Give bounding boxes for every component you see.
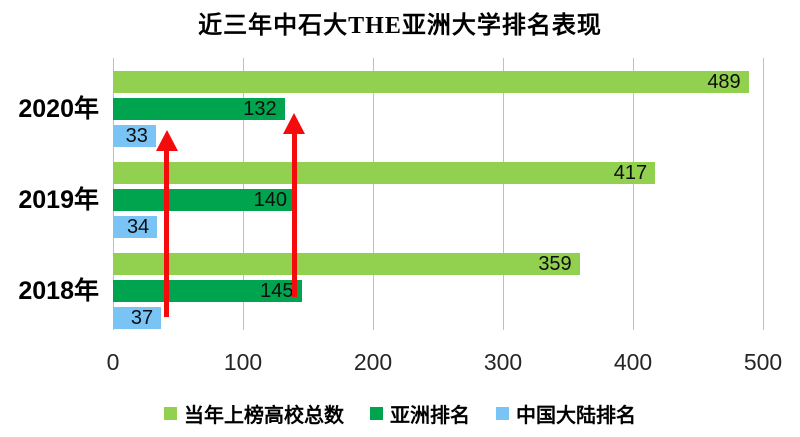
bar-series1-2018年: 145 — [113, 280, 302, 302]
bar-value-label: 359 — [538, 253, 572, 275]
plot-area: 489 132 33 417 140 34 359 145 37 — [113, 58, 764, 330]
legend-label: 亚洲排名 — [390, 404, 470, 427]
bar-value-label: 37 — [130, 307, 154, 329]
legend-label: 中国大陆排名 — [516, 404, 636, 427]
category-label-2020年: 2020年 — [18, 95, 99, 123]
gridline — [373, 58, 374, 330]
bar-series2-2019年: 34 — [113, 216, 158, 238]
bar-series2-2018年: 37 — [113, 307, 162, 329]
bar-series1-2019年: 140 — [113, 189, 295, 211]
legend-swatch-icon — [496, 406, 509, 420]
bar-value-label: 34 — [126, 216, 150, 238]
bar-series0-2019年: 417 — [113, 162, 656, 184]
bar-series2-2020年: 33 — [113, 125, 156, 147]
gridline — [763, 58, 764, 330]
category-label-2019年: 2019年 — [18, 186, 99, 214]
x-axis: 0 100 200 300 400 500 — [107, 349, 783, 379]
arrow-up-icon — [283, 113, 305, 134]
bar-series0-2020年: 489 — [113, 71, 749, 93]
bar-value-label: 140 — [253, 189, 287, 211]
bar-value-label: 145 — [260, 280, 294, 302]
legend-item: 亚洲排名 — [370, 399, 470, 428]
arrow-shaft — [292, 133, 297, 297]
x-tick-label: 100 — [223, 349, 263, 375]
category-label-2018年: 2018年 — [18, 277, 99, 305]
chart-title: 近三年中石大THE亚洲大学排名表现 — [198, 13, 602, 39]
x-tick-label: 0 — [106, 349, 120, 375]
legend-item: 中国大陆排名 — [496, 399, 636, 428]
bar-series1-2020年: 132 — [113, 98, 285, 120]
x-tick-label: 300 — [483, 349, 523, 375]
arrow-up-icon — [156, 130, 178, 151]
bar-value-label: 132 — [243, 98, 277, 120]
arrow-shaft — [164, 149, 169, 317]
bar-value-label: 33 — [125, 125, 148, 147]
x-tick-label: 500 — [743, 349, 783, 375]
legend: 当年上榜高校总数 亚洲排名 中国大陆排名 — [0, 398, 800, 428]
gridline — [633, 58, 634, 330]
legend-label: 当年上榜高校总数 — [184, 404, 344, 427]
legend-item: 当年上榜高校总数 — [164, 399, 344, 428]
legend-swatch-icon — [164, 406, 177, 420]
x-tick-label: 400 — [613, 349, 653, 375]
legend-swatch-icon — [370, 406, 383, 420]
bar-series0-2018年: 359 — [113, 253, 580, 275]
bar-value-label: 489 — [707, 71, 741, 93]
bar-value-label: 417 — [613, 162, 648, 184]
gridline — [503, 58, 504, 330]
x-tick-label: 200 — [353, 349, 393, 375]
